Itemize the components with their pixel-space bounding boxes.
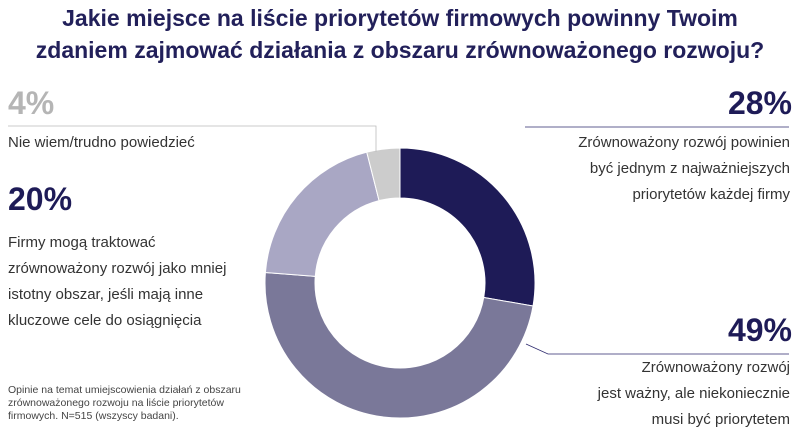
- desc-20-line-2: zrównoważony rozwój jako mniej: [8, 260, 227, 277]
- desc-20-line-3: istotny obszar, jeśli mają inne: [8, 286, 204, 303]
- desc-49-line-3: musi być priorytetem: [651, 411, 790, 428]
- desc-20: Firmy mogą traktować zrównoważony rozwój…: [8, 230, 226, 334]
- desc-28-line-3: priorytetów każdej firmy: [632, 186, 790, 203]
- desc-4: Nie wiem/trudno powiedzieć: [8, 130, 195, 156]
- pct-label-4: 4%: [8, 85, 55, 121]
- footnote-line-2: zrównoważonego rozwoju na liście prioryt…: [8, 397, 224, 409]
- footnote-line-3: firmowych. N=515 (wszyscy badani).: [8, 410, 179, 422]
- desc-20-line-1: Firmy mogą traktować: [8, 234, 156, 251]
- leader-line-4: [8, 125, 377, 152]
- desc-49-line-2: jest ważny, ale niekoniecznie: [597, 385, 790, 402]
- donut-slice-28: [399, 147, 536, 307]
- leader-line-49: [525, 343, 789, 355]
- footnote: Opinie na temat umiejscowienia działań z…: [8, 384, 241, 423]
- desc-28: Zrównoważony rozwój powinien być jednym …: [578, 130, 790, 208]
- donut-slice-4: [366, 147, 401, 202]
- footnote-line-1: Opinie na temat umiejscowienia działań z…: [8, 384, 241, 396]
- pct-label-28: 28%: [727, 85, 792, 121]
- desc-4-line-1: Nie wiem/trudno powiedzieć: [8, 134, 195, 151]
- pct-label-49: 49%: [727, 312, 792, 348]
- donut-slice-49: [264, 271, 534, 419]
- chart-title-line-2: zdaniem zajmować działania z obszaru zró…: [35, 37, 765, 63]
- desc-20-line-4: kluczowe cele do osiągnięcia: [8, 312, 202, 329]
- chart-title: Jakie miejsce na liście priorytetów firm…: [0, 2, 800, 66]
- desc-28-line-1: Zrównoważony rozwój powinien: [578, 134, 790, 151]
- donut-slice-20: [264, 151, 380, 277]
- desc-49-line-1: Zrównoważony rozwój: [641, 359, 790, 376]
- desc-28-line-2: być jednym z najważniejszych: [589, 160, 790, 177]
- pct-label-20: 20%: [8, 181, 73, 217]
- desc-49: Zrównoważony rozwój jest ważny, ale niek…: [598, 355, 790, 433]
- chart-title-line-1: Jakie miejsce na liście priorytetów firm…: [62, 5, 738, 31]
